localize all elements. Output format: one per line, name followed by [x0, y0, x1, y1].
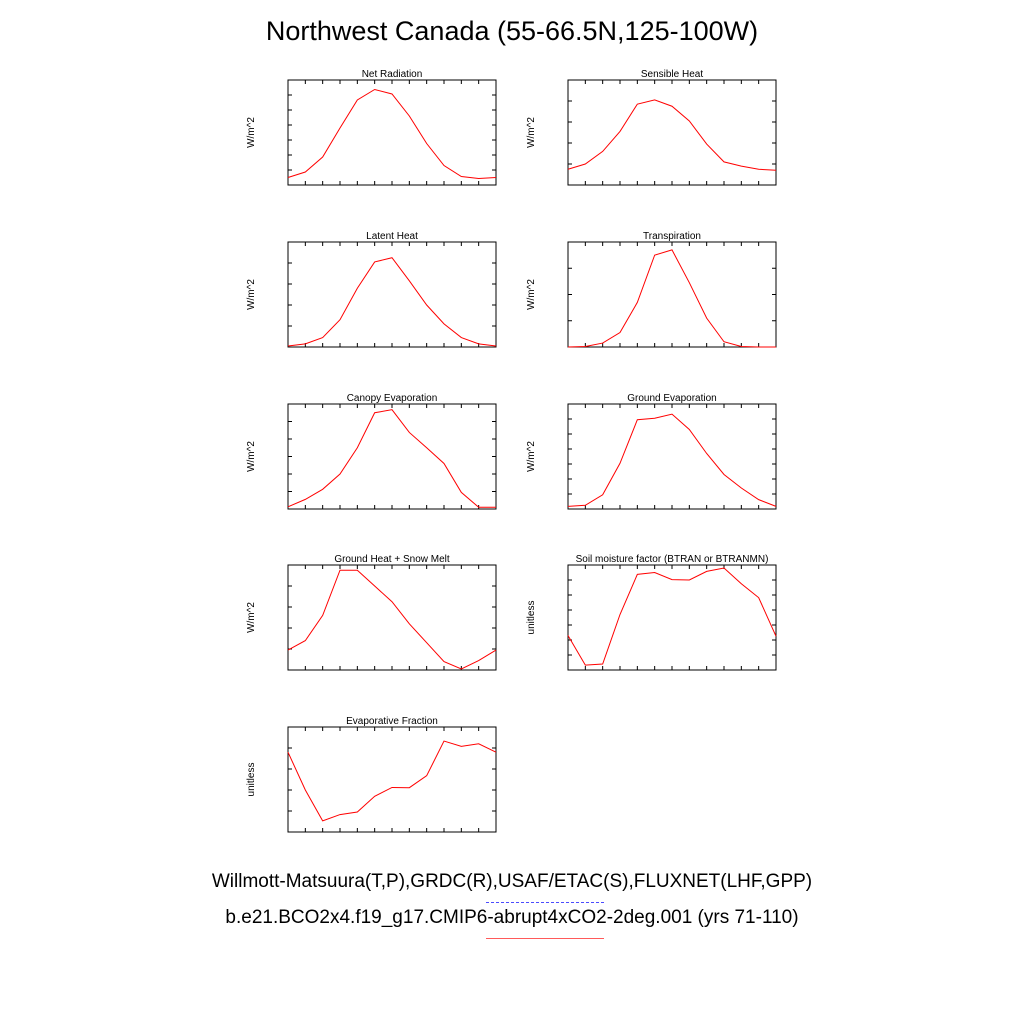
chart-svg: Sensible Heat W/m^2: [526, 69, 777, 186]
y-axis-label: W/m^2: [246, 117, 257, 148]
plot-frame: [287, 403, 497, 510]
y-axis-label: unitless: [246, 763, 257, 797]
plot-frame: [567, 564, 777, 671]
chart-title: Net Radiation: [362, 69, 423, 80]
series-line: [567, 567, 777, 666]
chart-panel-ground-heat-snow-melt: Ground Heat + Snow Melt W/m^2: [240, 549, 515, 709]
chart-panel-sensible-heat: Sensible Heat W/m^2: [520, 64, 795, 224]
y-axis-label: W/m^2: [526, 117, 537, 148]
chart-panel-evaporative-fraction: Evaporative Fraction unitless: [240, 711, 515, 871]
y-axis-label: W/m^2: [526, 279, 537, 310]
chart-panel-ground-evaporation: Ground Evaporation W/m^2: [520, 388, 795, 548]
y-axis-label: W/m^2: [246, 279, 257, 310]
chart-title: Latent Heat: [366, 231, 418, 242]
chart-title: Ground Heat + Snow Melt: [334, 554, 450, 565]
plot-frame: [287, 564, 497, 671]
series-line: [567, 413, 777, 507]
y-axis-label: unitless: [526, 601, 537, 635]
plot-frame: [287, 726, 497, 833]
y-axis-label: W/m^2: [526, 441, 537, 472]
chart-title: Soil moisture factor (BTRAN or BTRANMN): [576, 554, 769, 565]
page-title: Northwest Canada (55-66.5N,125-100W): [265, 16, 759, 46]
y-axis-label: W/m^2: [246, 602, 257, 633]
chart-svg: Canopy Evaporation W/m^2: [246, 393, 497, 510]
plot-frame: [287, 79, 497, 186]
series-line: [287, 88, 497, 180]
chart-title: Canopy Evaporation: [347, 393, 438, 404]
model-legend-line: [486, 938, 604, 939]
chart-panel-canopy-evaporation: Canopy Evaporation W/m^2: [240, 388, 515, 548]
chart-svg: Ground Heat + Snow Melt W/m^2: [246, 554, 497, 671]
chart-svg: Transpiration W/m^2: [526, 231, 777, 348]
chart-title: Evaporative Fraction: [346, 716, 438, 727]
model-run-caption: b.e21.BCO2x4.f19_g17.CMIP6-abrupt4xCO2-2…: [225, 907, 799, 928]
series-line: [567, 249, 776, 348]
chart-panel-soil-moisture-factor: Soil moisture factor (BTRAN or BTRANMN) u…: [520, 549, 795, 709]
chart-svg: Net Radiation W/m^2: [246, 69, 497, 186]
series-line: [287, 257, 497, 347]
series-line: [567, 99, 777, 171]
chart-svg: Latent Heat W/m^2: [246, 231, 497, 348]
obs-dataset-caption: Willmott-Matsuura(T,P),GRDC(R),USAF/ETAC…: [211, 871, 813, 892]
chart-svg: Evaporative Fraction unitless: [246, 716, 497, 833]
series-line: [287, 740, 497, 822]
chart-panel-net-radiation: Net Radiation W/m^2: [240, 64, 515, 224]
y-axis-label: W/m^2: [246, 441, 257, 472]
chart-panel-transpiration: Transpiration W/m^2: [520, 226, 795, 386]
plot-frame: [567, 241, 777, 348]
chart-title: Sensible Heat: [641, 69, 703, 80]
plot-frame: [567, 403, 777, 510]
chart-title: Ground Evaporation: [627, 393, 717, 404]
series-line: [287, 569, 497, 670]
chart-svg: Ground Evaporation W/m^2: [526, 393, 777, 510]
obs-legend-line: [486, 902, 604, 903]
plot-frame: [567, 79, 777, 186]
series-line: [287, 409, 496, 508]
chart-title: Transpiration: [643, 231, 701, 242]
chart-svg: Soil moisture factor (BTRAN or BTRANMN) u…: [526, 554, 777, 671]
chart-panel-latent-heat: Latent Heat W/m^2: [240, 226, 515, 386]
